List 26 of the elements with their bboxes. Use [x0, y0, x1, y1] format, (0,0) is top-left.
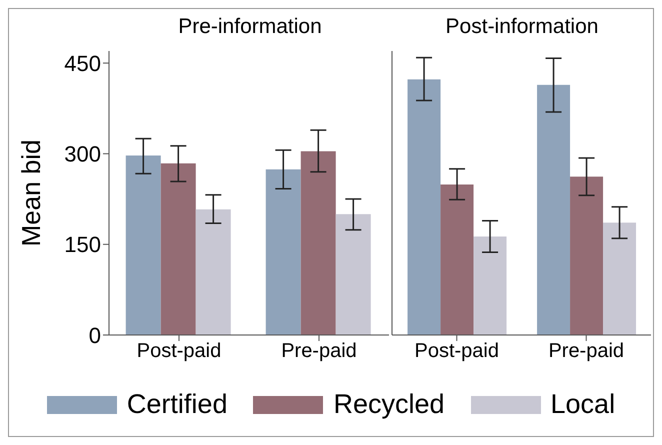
bar — [537, 84, 570, 335]
bar — [408, 79, 441, 335]
bar — [603, 222, 636, 335]
bar — [570, 176, 604, 335]
x-tick-label: Pre-paid — [281, 340, 357, 362]
legend-label: Certified — [126, 389, 228, 420]
bar — [126, 156, 161, 335]
bar — [160, 163, 196, 335]
bar — [336, 214, 371, 335]
legend-label: Recycled — [333, 389, 445, 420]
y-tick-label: 300 — [64, 142, 101, 167]
bar — [474, 236, 507, 335]
bar — [440, 184, 474, 335]
chart-title: Pre-information — [177, 14, 323, 40]
y-tick-label: 0 — [88, 322, 101, 348]
bar — [300, 151, 336, 335]
x-tick-label: Post-paid — [414, 340, 499, 362]
chart-title: Post-information — [444, 14, 600, 40]
legend-label: Local — [550, 389, 616, 420]
y-axis-title: Mean bid — [16, 140, 46, 246]
x-tick-label: Pre-paid — [548, 340, 624, 362]
bar — [196, 209, 231, 335]
x-tick-label: Post-paid — [136, 340, 222, 362]
bar — [266, 169, 301, 335]
y-tick-label: 450 — [64, 50, 101, 76]
y-tick-label: 150 — [64, 232, 101, 258]
